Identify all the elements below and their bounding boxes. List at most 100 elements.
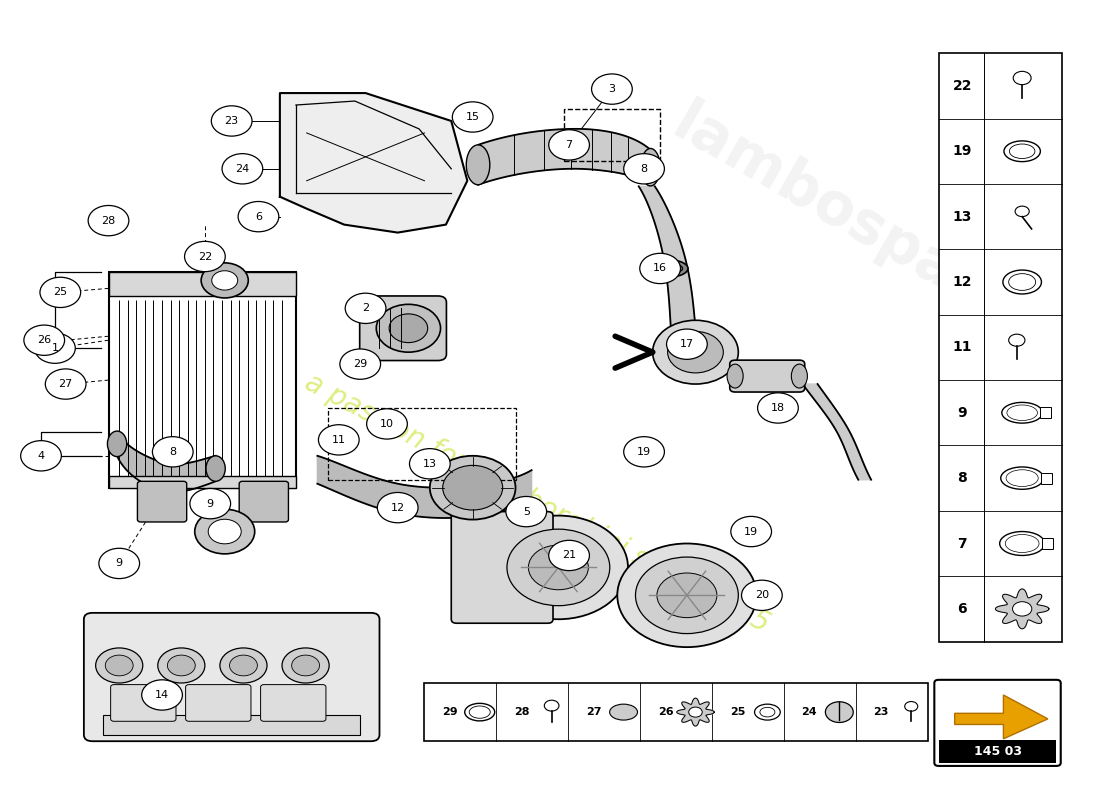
Circle shape [185, 242, 226, 272]
FancyBboxPatch shape [451, 512, 553, 623]
Polygon shape [117, 432, 216, 492]
Circle shape [507, 529, 609, 606]
FancyBboxPatch shape [109, 273, 296, 488]
Ellipse shape [791, 364, 807, 388]
Circle shape [222, 154, 263, 184]
Bar [563, 109, 660, 161]
Text: 5: 5 [522, 506, 530, 517]
Text: 12: 12 [390, 502, 405, 513]
Polygon shape [318, 456, 531, 518]
Text: 20: 20 [755, 590, 769, 600]
Circle shape [389, 314, 428, 342]
Text: 1: 1 [52, 343, 58, 353]
Circle shape [668, 331, 724, 373]
Circle shape [99, 548, 140, 578]
Ellipse shape [755, 704, 780, 720]
Text: 11: 11 [953, 340, 972, 354]
Circle shape [167, 655, 196, 676]
Circle shape [340, 349, 381, 379]
Circle shape [24, 325, 65, 355]
Ellipse shape [466, 145, 490, 185]
Circle shape [624, 437, 664, 467]
Text: a passion for Lamborghini since 1985: a passion for Lamborghini since 1985 [300, 369, 774, 638]
Circle shape [211, 106, 252, 136]
Circle shape [195, 510, 255, 554]
Circle shape [592, 74, 632, 104]
Text: 19: 19 [744, 526, 758, 537]
Text: 25: 25 [729, 707, 745, 717]
Bar [938, 54, 1062, 642]
Ellipse shape [1001, 467, 1044, 490]
Ellipse shape [652, 263, 683, 274]
FancyBboxPatch shape [729, 360, 805, 392]
Circle shape [624, 154, 664, 184]
Circle shape [617, 543, 757, 647]
Circle shape [657, 573, 717, 618]
Text: 7: 7 [565, 140, 573, 150]
Ellipse shape [108, 431, 126, 457]
Text: 19: 19 [953, 144, 972, 158]
Circle shape [506, 497, 547, 526]
Circle shape [730, 516, 771, 546]
Bar [103, 715, 360, 735]
Circle shape [640, 254, 681, 284]
Circle shape [549, 540, 590, 570]
Text: 26: 26 [658, 707, 673, 717]
Circle shape [238, 202, 278, 232]
Bar [109, 476, 296, 488]
Circle shape [528, 545, 588, 590]
Text: 29: 29 [353, 359, 367, 369]
Circle shape [652, 320, 738, 384]
Circle shape [741, 580, 782, 610]
FancyBboxPatch shape [261, 685, 326, 722]
FancyBboxPatch shape [138, 482, 187, 522]
Circle shape [366, 409, 407, 439]
Ellipse shape [609, 704, 638, 720]
Text: 6: 6 [255, 212, 262, 222]
Ellipse shape [464, 703, 495, 721]
Ellipse shape [1005, 534, 1040, 553]
FancyBboxPatch shape [934, 680, 1060, 766]
Circle shape [549, 130, 590, 160]
Polygon shape [639, 186, 695, 328]
Ellipse shape [1006, 470, 1038, 486]
Text: lambospares: lambospares [662, 94, 1055, 354]
Polygon shape [996, 589, 1049, 629]
Text: 9: 9 [957, 406, 967, 420]
Ellipse shape [206, 456, 225, 482]
Text: 7: 7 [957, 537, 967, 550]
Circle shape [21, 441, 62, 471]
Circle shape [212, 270, 238, 290]
Text: 23: 23 [873, 707, 889, 717]
Circle shape [208, 519, 241, 544]
Circle shape [1013, 71, 1031, 85]
Circle shape [689, 707, 702, 717]
Text: 22: 22 [198, 251, 212, 262]
Text: 23: 23 [224, 116, 239, 126]
Polygon shape [803, 384, 871, 480]
Text: 8: 8 [640, 164, 648, 174]
Bar [109, 273, 296, 296]
Circle shape [544, 700, 559, 711]
Text: 9: 9 [207, 498, 213, 509]
Text: 10: 10 [379, 419, 394, 429]
Circle shape [45, 369, 86, 399]
Ellipse shape [1003, 270, 1042, 294]
Ellipse shape [1009, 274, 1036, 290]
Ellipse shape [647, 260, 688, 278]
Text: 19: 19 [637, 447, 651, 457]
Text: 26: 26 [37, 335, 52, 346]
Text: 24: 24 [235, 164, 250, 174]
Circle shape [1015, 206, 1030, 217]
Circle shape [345, 293, 386, 323]
Circle shape [106, 655, 133, 676]
Text: 13: 13 [953, 210, 972, 224]
Text: 2: 2 [362, 303, 370, 314]
Circle shape [96, 648, 143, 683]
Circle shape [758, 393, 799, 423]
Text: 22: 22 [953, 79, 972, 93]
Text: 21: 21 [562, 550, 576, 561]
Polygon shape [676, 698, 714, 726]
Polygon shape [279, 93, 468, 233]
Bar [328, 408, 516, 480]
